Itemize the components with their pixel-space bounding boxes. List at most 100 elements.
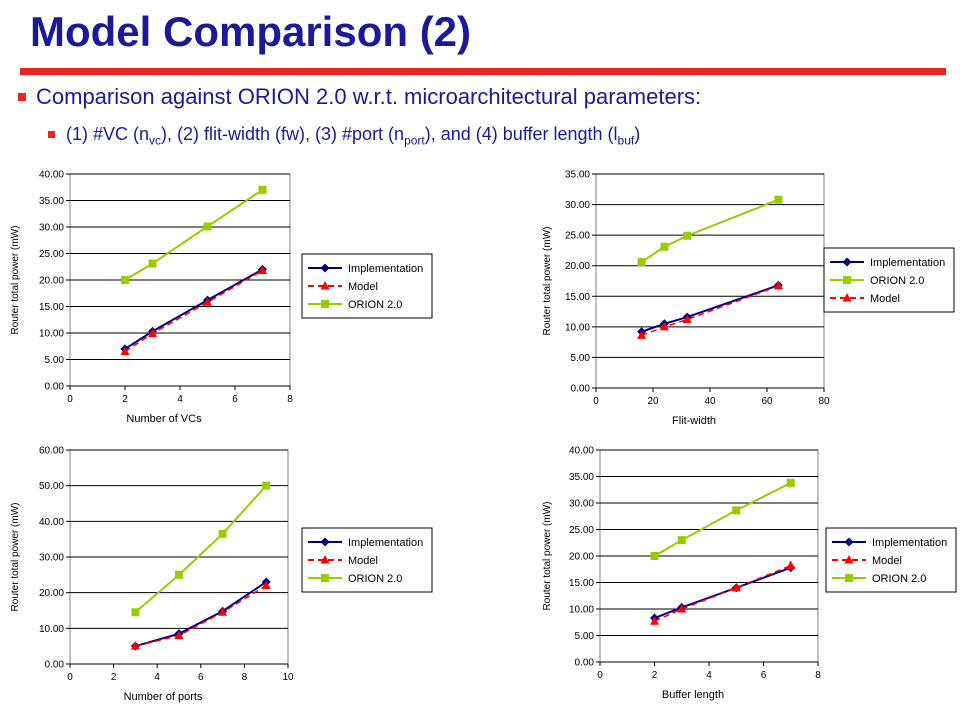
subscript-port: port [404, 133, 425, 148]
legend-label-orion: ORION 2.0 [348, 299, 402, 311]
legend-marker-model [844, 555, 854, 564]
data-point-model [218, 607, 228, 616]
data-point-orion [637, 258, 646, 267]
x-tick-label: 2 [122, 394, 128, 405]
y-tick-label: 0.00 [45, 660, 65, 671]
y-axis-label: Router total power (mW) [10, 503, 21, 612]
x-tick-label: 0 [67, 394, 73, 405]
data-point-model [130, 641, 140, 650]
x-tick-label: 8 [242, 672, 248, 683]
legend-label-implementation: Implementation [872, 537, 947, 549]
data-point-model [261, 580, 271, 590]
y-tick-label: 35.00 [39, 196, 64, 207]
x-tick-label: 80 [818, 396, 830, 407]
legend-marker-implementation [320, 537, 330, 547]
x-axis-label: Number of VCs [126, 413, 202, 425]
data-point-orion [732, 506, 741, 515]
subscript-buf: buf [617, 133, 635, 148]
y-tick-label: 0.00 [45, 382, 65, 393]
x-tick-label: 6 [232, 394, 238, 405]
x-tick-label: 4 [177, 394, 183, 405]
series-line-orion [134, 484, 267, 614]
legend-marker-implementation [842, 257, 852, 267]
bullet-marker-1 [18, 93, 26, 101]
bullet-parameters-text-2: ), (2) flit-width (fw), (3) #port (n [161, 124, 405, 144]
legend-marker-model [842, 293, 852, 302]
data-point-model [120, 346, 130, 356]
chart-ports: 0.00 10.00 20.00 30.00 40.00 50.00 60.00 0 2 4 6 8 1… [10, 446, 433, 703]
legend-label-implementation: Implementation [348, 263, 423, 275]
series-line-model [641, 285, 779, 337]
legend-marker-model [320, 281, 330, 290]
legend-label-model: Model [870, 293, 900, 305]
x-tick-label: 4 [154, 672, 160, 683]
series-line-implementation [654, 566, 792, 619]
x-tick-label: 40 [704, 396, 716, 407]
y-tick-label: 30.00 [39, 223, 64, 234]
legend-marker-orion [845, 574, 853, 582]
y-tick-label: 10.00 [565, 322, 590, 333]
y-axis-label: Router total power (mW) [10, 226, 21, 335]
y-tick-label: 10.00 [569, 605, 594, 616]
data-point-model [203, 297, 212, 306]
legend-label-implementation: Implementation [870, 257, 945, 269]
x-tick-label: 0 [597, 670, 603, 681]
data-point-orion [175, 570, 183, 579]
bullet-parameters: (1) #VC (nvc), (2) flit-width (fw), (3) … [66, 124, 640, 148]
y-tick-label: 15.00 [565, 292, 590, 303]
chart-vcs: 0.005.0010.0015.0020.0025.0030.0035.0040… [10, 170, 433, 425]
series-line-orion [124, 189, 264, 281]
data-point-model [786, 560, 796, 570]
x-axis-label: Flit-width [672, 415, 716, 427]
data-point-model [637, 330, 647, 339]
x-tick-label: 2 [652, 670, 658, 681]
legend-marker-model [320, 555, 330, 564]
y-tick-label: 40.00 [569, 446, 594, 457]
series-line-orion [641, 198, 779, 263]
y-tick-label: 0.00 [571, 384, 591, 395]
legend-label-orion: ORION 2.0 [872, 573, 926, 585]
y-tick-label: 5.00 [45, 355, 65, 366]
x-tick-label: 6 [761, 670, 767, 681]
data-point-model [258, 265, 267, 274]
chart-flit-width: 0.00 5.00 10.00 15.00 20.00 25.00 30.00 35.00 0 2… [542, 170, 955, 427]
data-point-model [174, 630, 184, 639]
y-axis-label: Router total power (mW) [542, 227, 553, 336]
y-tick-label: 35.00 [565, 170, 590, 181]
data-point-model [773, 280, 783, 290]
bullet-parameters-text-3: ), and (4) buffer length (l [424, 124, 618, 144]
data-point-orion [203, 222, 212, 231]
y-tick-label: 10.00 [39, 624, 64, 635]
data-point-orion [683, 231, 692, 240]
y-tick-label: 40.00 [39, 517, 64, 528]
y-tick-label: 50.00 [39, 481, 64, 492]
y-tick-label: 5.00 [571, 353, 591, 364]
data-point-orion [148, 259, 157, 268]
data-point-model [650, 616, 659, 625]
x-tick-label: 0 [593, 396, 599, 407]
y-tick-label: 15.00 [569, 578, 594, 589]
series-line-model [135, 584, 267, 647]
series-line-implementation [135, 581, 267, 648]
y-tick-label: 40.00 [39, 170, 64, 181]
legend-marker-orion [843, 276, 851, 284]
data-point-model [731, 582, 741, 592]
title-underline [20, 68, 946, 75]
data-point-orion [677, 536, 686, 545]
legend-label-model: Model [872, 555, 902, 567]
x-tick-label: 4 [706, 670, 712, 681]
legend-label-model: Model [348, 555, 378, 567]
plot-area [595, 173, 825, 389]
data-point-orion [131, 608, 140, 617]
data-point-model [148, 328, 157, 338]
data-point-orion [650, 552, 659, 560]
series-line-model [654, 564, 792, 622]
legend-marker-implementation [844, 537, 854, 547]
data-point-orion [121, 276, 129, 284]
y-tick-label: 30.00 [569, 499, 594, 510]
x-tick-label: 0 [67, 672, 73, 683]
y-tick-label: 0.00 [575, 658, 595, 669]
x-tick-label: 60 [761, 396, 773, 407]
y-tick-label: 20.00 [569, 552, 594, 563]
y-tick-label: 25.00 [39, 249, 64, 260]
